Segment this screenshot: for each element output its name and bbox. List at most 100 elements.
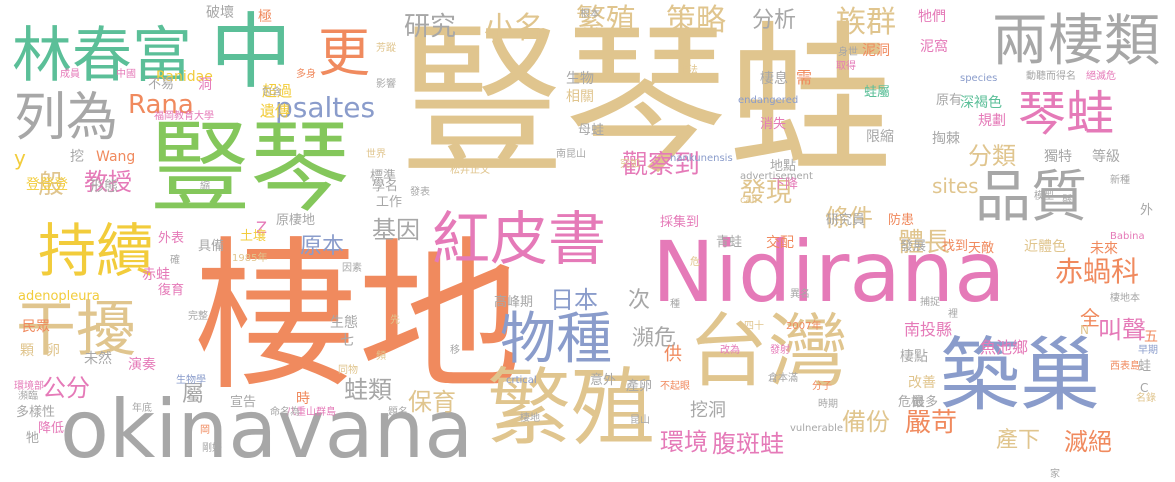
word: 環境部 <box>14 381 44 392</box>
word: 棲地 <box>520 413 540 424</box>
word: 環境 <box>660 428 708 456</box>
word: 挖洞 <box>690 400 726 421</box>
word: 最多 <box>912 395 939 410</box>
word: 兩棲類 <box>992 9 1160 74</box>
word: 下降 <box>772 177 799 192</box>
word: 工作 <box>376 195 403 210</box>
word: 作法 <box>678 65 698 76</box>
word: 交配 <box>766 235 794 251</box>
word: 降低 <box>38 421 65 436</box>
word: 不易 <box>148 77 175 92</box>
word: 縣 <box>1062 195 1072 206</box>
word: 具備 <box>198 239 225 254</box>
word: 林春富 <box>12 21 192 91</box>
word: 同物 <box>338 365 358 376</box>
word: 找到 <box>942 239 969 254</box>
word: 牠 <box>26 431 40 446</box>
word: Z <box>256 218 267 237</box>
word: 發現 <box>740 178 793 208</box>
word: 芳蹤 <box>376 43 396 54</box>
word: 土壤 <box>240 229 267 244</box>
word: 成員 <box>60 69 80 80</box>
word: 挖 <box>70 149 84 165</box>
word: 模型 <box>1034 191 1054 202</box>
word: 取得 <box>836 61 856 72</box>
word: 裡 <box>948 309 958 320</box>
word: vulnerable <box>790 423 844 434</box>
word: call <box>740 195 758 206</box>
word: 豎琴 <box>150 109 350 226</box>
word: 命名為 <box>270 407 300 418</box>
word: 棲點 <box>900 349 928 365</box>
word: 紅皮書 <box>432 205 607 273</box>
word: 新種 <box>1110 175 1130 186</box>
word: 地點 <box>770 159 797 174</box>
word: 研究員 <box>826 213 866 228</box>
word: 規劃 <box>978 113 1006 129</box>
word: 因素 <box>342 263 362 274</box>
word: 先 <box>390 315 400 326</box>
word: 昆山 <box>630 415 650 426</box>
word: 棲息 <box>760 71 788 87</box>
word: 生態 <box>330 315 358 331</box>
word: N <box>1080 323 1089 337</box>
word: 干擾 <box>16 295 136 365</box>
word: 叫聲 <box>1098 316 1146 344</box>
word: 危 <box>690 257 700 268</box>
word: 採集到 <box>660 215 700 230</box>
word: 岡 <box>200 425 210 436</box>
word: 繁殖 <box>576 3 636 38</box>
word: Wang <box>96 149 136 165</box>
word: 捕捉 <box>920 297 940 308</box>
word: 根本 <box>580 9 600 20</box>
word: 究如 <box>620 159 640 170</box>
word: 分析 <box>752 8 797 33</box>
word: 宣告 <box>230 395 257 410</box>
word: 發射 <box>770 345 790 356</box>
word: 生物學 <box>176 375 206 386</box>
word: 滅絕 <box>1064 428 1112 456</box>
word: 母蛙 <box>578 123 605 138</box>
word: 相關 <box>566 89 594 105</box>
word: 破壞 <box>206 5 234 21</box>
word: 民眾 <box>22 319 50 335</box>
word: 獨特 <box>1044 149 1072 165</box>
word: 瀕臨 <box>18 391 38 402</box>
word: 剛好 <box>202 443 222 454</box>
word: 縮 <box>200 181 210 192</box>
word: 改善 <box>908 375 936 391</box>
word: 包含 <box>262 87 282 98</box>
word: Ranidae <box>156 69 213 85</box>
word: 多樣性 <box>16 405 56 420</box>
word: 琴蛙 <box>1018 86 1115 142</box>
word: 公分 <box>42 374 90 402</box>
word: 消失 <box>760 117 787 132</box>
word: 物種 <box>500 307 612 372</box>
word: 多身 <box>296 69 316 80</box>
word: 確 <box>170 255 180 266</box>
word: 需 <box>796 68 813 87</box>
word: sites <box>932 174 979 198</box>
word: 超過 <box>262 82 293 100</box>
word: 產下 <box>996 428 1041 453</box>
word: 影響 <box>376 79 396 90</box>
word: 瀕危 <box>632 326 677 351</box>
word: 體長 <box>898 228 951 258</box>
word: 原棲地 <box>276 213 316 228</box>
word: 赤蝸科 <box>1055 255 1140 288</box>
word: 牠們 <box>918 9 946 25</box>
word: 掏棘 <box>932 131 960 147</box>
word: 危機 <box>898 395 925 410</box>
word: 次 <box>628 288 651 313</box>
word: 洞 <box>198 77 212 93</box>
word: 分子 <box>812 381 832 392</box>
word: 演奏 <box>128 357 156 373</box>
word: 嚴苛 <box>905 408 958 438</box>
word: 形態 <box>90 179 118 195</box>
word: 意外 <box>590 373 617 388</box>
word: 觀察到 <box>622 150 701 180</box>
word: 學名 <box>372 179 399 194</box>
word: 家 <box>1050 469 1060 480</box>
word: 族群 <box>836 5 896 40</box>
word: okinavana <box>60 383 474 476</box>
